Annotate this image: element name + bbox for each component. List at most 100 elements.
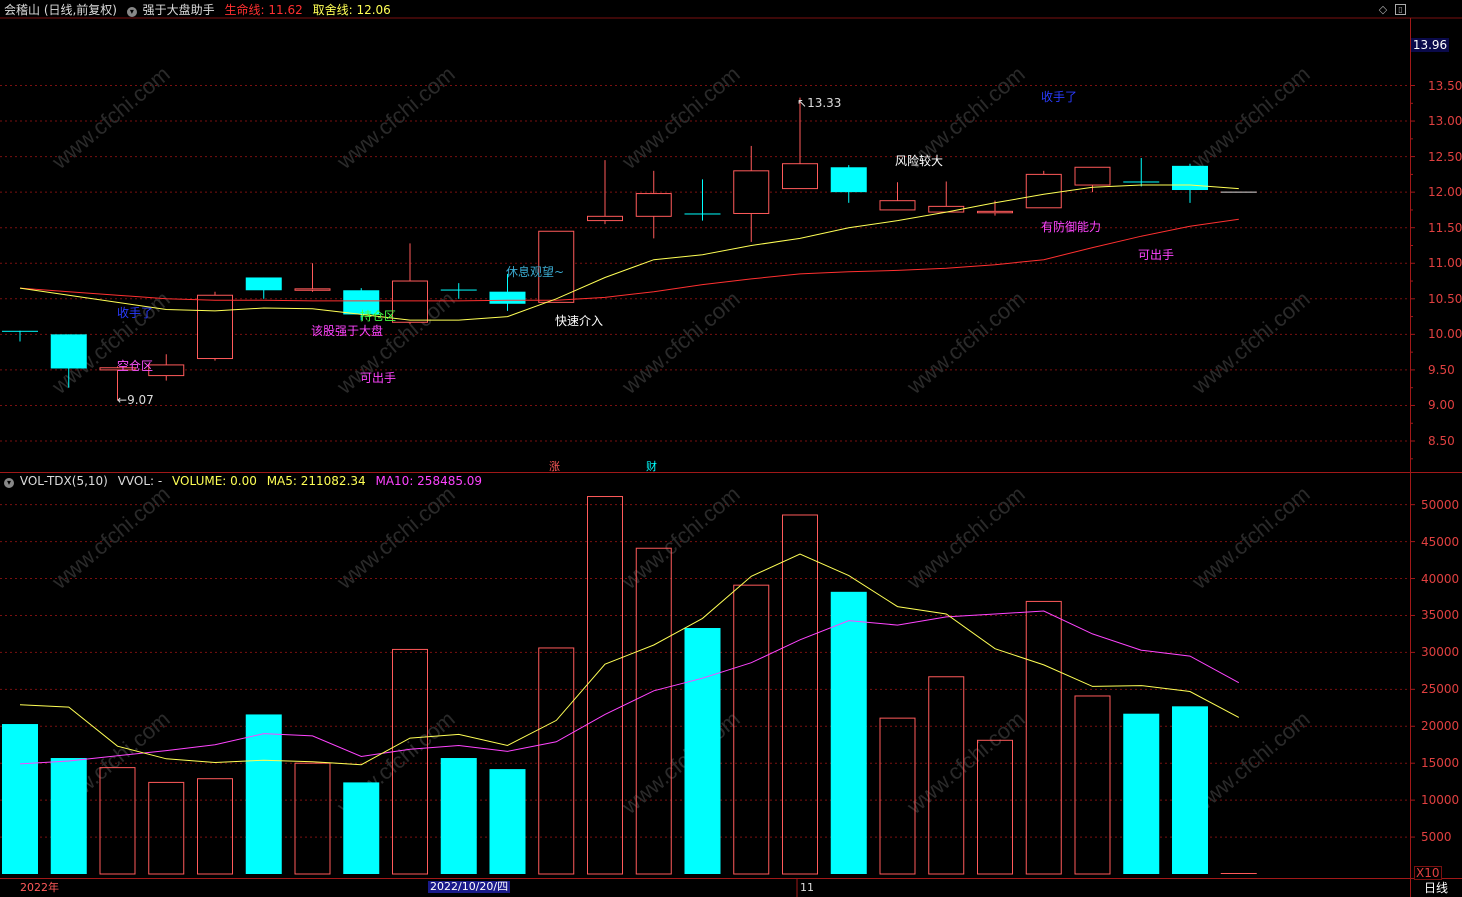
finance-event-icon[interactable]: 财 bbox=[646, 460, 657, 473]
volume-bar-up bbox=[977, 739, 1013, 875]
candle-body-down bbox=[1123, 181, 1160, 183]
watermark-text: www.cfchi.com bbox=[1186, 286, 1314, 399]
volume-bar-up bbox=[197, 778, 233, 875]
candle-body-down bbox=[489, 291, 526, 304]
price-axis-label: 11.00 bbox=[1428, 256, 1462, 271]
price-axis-label: 9.00 bbox=[1428, 398, 1455, 413]
volume-bar-up bbox=[1025, 600, 1062, 875]
rise-event-icon[interactable]: 涨 bbox=[549, 460, 560, 473]
window-toggle-icon[interactable]: ▯ bbox=[1395, 4, 1406, 15]
price-axis-label: 8.50 bbox=[1428, 434, 1455, 448]
watermark-text: www.cfchi.com bbox=[1186, 61, 1314, 174]
price-axis-label: 13.50 bbox=[1428, 78, 1462, 93]
volume-axis-label: 45000 bbox=[1421, 534, 1460, 549]
volume-bar-up bbox=[782, 514, 818, 875]
low-price-value: 9.07 bbox=[127, 393, 154, 407]
indicator-dropdown-icon[interactable]: ▾ bbox=[126, 7, 137, 17]
take-line-value: 12.06 bbox=[356, 3, 391, 17]
volume-bar-down bbox=[1172, 706, 1208, 874]
candle-body-up bbox=[148, 364, 185, 377]
price-axis-label: 11.50 bbox=[1428, 220, 1462, 235]
chart-header: 会稽山 (日线,前复权) ▾ 强于大盘助手 生命线: 11.62 取舍线: 12… bbox=[4, 1, 397, 17]
candle-body-up bbox=[733, 170, 770, 214]
volume-dropdown-icon[interactable]: ▾ bbox=[4, 478, 14, 488]
volume-bar-up bbox=[148, 781, 185, 875]
volume-bar-up bbox=[733, 584, 770, 875]
ma10-value: MA10: 258485.09 bbox=[375, 474, 483, 488]
candle-body-down bbox=[50, 334, 87, 369]
candle-body-up bbox=[1025, 173, 1062, 209]
candle-body-down bbox=[684, 213, 721, 215]
annotation-defensive: 有防御能力 bbox=[1041, 220, 1102, 234]
volume-bar-down bbox=[245, 714, 282, 874]
volume-bar-up bbox=[99, 767, 136, 875]
candle-body-up bbox=[782, 163, 818, 190]
candle-body-up bbox=[538, 230, 575, 303]
watermark-text: www.cfchi.com bbox=[901, 481, 1029, 594]
annotation-can-act: 可出手 bbox=[360, 371, 397, 385]
life-line-label: 生命线: bbox=[224, 3, 265, 17]
volume-axis-label: 25000 bbox=[1421, 682, 1460, 697]
take-line-label: 取舍线: bbox=[312, 3, 353, 17]
volume-value: VOLUME: 0.00 bbox=[172, 474, 257, 488]
volume-axis-label: 15000 bbox=[1421, 756, 1460, 771]
volume-ma5-line bbox=[19, 553, 1240, 766]
volume-axis-label: 10000 bbox=[1421, 793, 1460, 808]
volume-bar-up bbox=[392, 648, 428, 875]
candle-body-down bbox=[2, 330, 38, 332]
watermark-text: www.cfchi.com bbox=[331, 61, 459, 174]
volume-bar-up bbox=[635, 547, 672, 875]
candle-body-up bbox=[294, 288, 331, 291]
watermark-text: www.cfchi.com bbox=[616, 481, 744, 594]
volume-axis-label: 35000 bbox=[1421, 608, 1460, 623]
price-axis-label: 10.00 bbox=[1428, 327, 1462, 342]
candle-body-up bbox=[587, 215, 623, 222]
annotation-stronger: 该股强于大盘 bbox=[311, 324, 384, 338]
volume-indicator-title[interactable]: VOL-TDX(5,10) bbox=[19, 474, 108, 488]
vvol-value: VVOL: - bbox=[117, 474, 163, 488]
volume-bar-up bbox=[587, 496, 623, 875]
candle-body-up bbox=[99, 367, 136, 371]
volume-bar-down bbox=[830, 591, 867, 874]
volume-axis-label: 20000 bbox=[1421, 719, 1460, 734]
volume-bar-down bbox=[2, 724, 38, 874]
volume-ma10-line bbox=[19, 610, 1240, 765]
candle-body-up bbox=[879, 200, 916, 211]
price-axis-label: 9.50 bbox=[1428, 362, 1455, 377]
annotation-high-risk: 风险较大 bbox=[895, 154, 944, 168]
candle-body-up bbox=[197, 294, 233, 360]
current-price-tag: 13.96 bbox=[1411, 38, 1449, 52]
candle-body-down bbox=[343, 290, 380, 315]
volume-bar-up bbox=[538, 647, 575, 875]
candle-body-up bbox=[635, 193, 672, 217]
cursor-date-label: 2022/10/20/四 bbox=[428, 880, 511, 893]
watermark-text: www.cfchi.com bbox=[616, 61, 744, 174]
volume-multiplier: X10 bbox=[1414, 866, 1442, 880]
candle-body-down bbox=[440, 289, 477, 291]
indicator-name[interactable]: 强于大盘助手 bbox=[142, 3, 215, 17]
watermark-text: www.cfchi.com bbox=[46, 61, 174, 174]
volume-bar-down bbox=[50, 758, 87, 874]
watermark-text: www.cfchi.com bbox=[331, 481, 459, 594]
price-axis-label: 13.00 bbox=[1428, 114, 1462, 129]
candle-body-down bbox=[245, 277, 282, 291]
watermark-text: www.cfchi.com bbox=[616, 286, 744, 399]
take-line bbox=[19, 184, 1239, 321]
annotation-stop-2: 收手了 bbox=[1041, 90, 1078, 104]
watermark-text: www.cfchi.com bbox=[46, 481, 174, 594]
diamond-icon[interactable]: ◇ bbox=[1378, 3, 1388, 16]
volume-bar-down bbox=[343, 782, 380, 874]
annotation-rest: 休息观望~ bbox=[506, 265, 565, 279]
high-price-label: ↖13.33 bbox=[797, 96, 842, 110]
annotation-stop: 收手了 bbox=[117, 306, 154, 320]
price-axis-label: 10.50 bbox=[1428, 291, 1462, 306]
volume-header: ▾ VOL-TDX(5,10) VVOL: - VOLUME: 0.00 MA5… bbox=[4, 474, 488, 490]
volume-bar-up bbox=[1074, 695, 1111, 875]
annotation-quick-entry: 快速介入 bbox=[555, 314, 604, 328]
period-button[interactable]: 日线 bbox=[1424, 881, 1449, 895]
candle-body-up bbox=[977, 210, 1013, 214]
volume-axis-label: 50000 bbox=[1421, 497, 1460, 512]
annotation-hold-zone: 持仓区 bbox=[360, 309, 397, 323]
stock-title[interactable]: 会稽山 (日线,前复权) bbox=[4, 3, 117, 17]
